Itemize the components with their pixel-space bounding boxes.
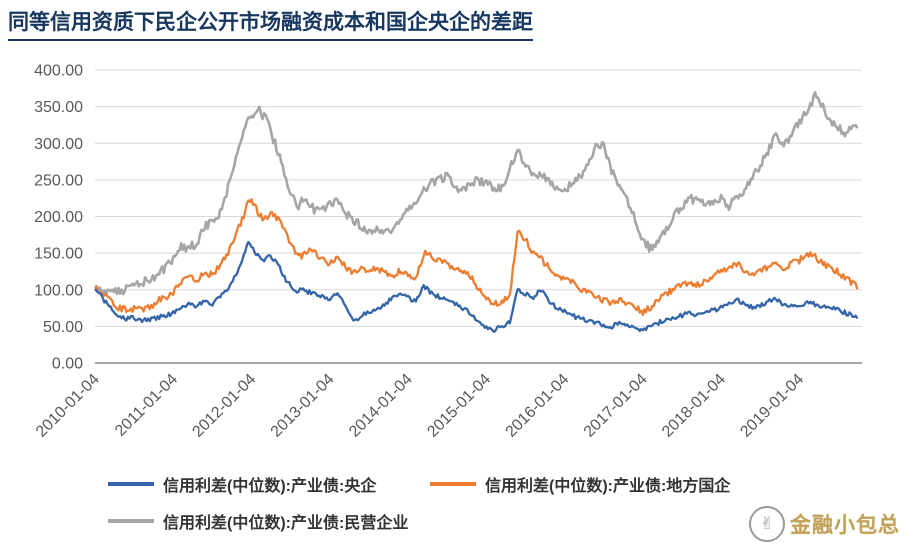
x-tick-label: 2012-01-04	[189, 371, 259, 441]
x-tick-label: 2018-01-04	[659, 371, 729, 441]
legend-item-local-soe: 信用利差(中位数):产业债:地方国企	[430, 472, 730, 496]
legend-label-central-soe: 信用利差(中位数):产业债:央企	[163, 478, 377, 495]
x-tick-label: 2016-01-04	[503, 371, 573, 441]
y-tick-label: 0.00	[52, 356, 83, 373]
hand-doodle-icon: ✌	[749, 506, 785, 542]
page-title: 同等信用资质下民企公开市场融资成本和国企央企的差距	[8, 6, 533, 41]
y-tick-label: 400.00	[34, 63, 83, 80]
series-line-2	[94, 91, 859, 297]
y-tick-label: 300.00	[34, 136, 83, 153]
legend-label-private-enterprise: 信用利差(中位数):产业债:民营企业	[163, 515, 409, 532]
watermark-text: 金融小包总	[790, 514, 900, 537]
y-tick-label: 200.00	[34, 209, 83, 226]
legend-swatch-central-soe	[108, 482, 154, 486]
x-tick-label: 2013-01-04	[268, 371, 338, 441]
chart-canvas: 0.00 50.00 100.00 150.00 200.00 250.00 300.00 3…	[33, 63, 862, 441]
x-tick-label: 2010-01-04	[33, 371, 103, 441]
x-tick-label: 2014-01-04	[346, 371, 416, 441]
x-tick-label: 2011-01-04	[112, 371, 181, 440]
x-tick-label: 2019-01-04	[737, 371, 807, 441]
series-line-0	[94, 240, 859, 334]
y-tick-label: 250.00	[34, 172, 83, 189]
legend-swatch-private-enterprise	[108, 519, 154, 523]
y-tick-label: 50.00	[43, 319, 83, 336]
legend-label-local-soe: 信用利差(中位数):产业债:地方国企	[485, 478, 731, 495]
legend-swatch-local-soe	[430, 482, 476, 486]
legend-item-private-enterprise: 信用利差(中位数):产业债:民营企业	[108, 509, 408, 533]
series-line-1	[94, 198, 859, 316]
legend-item-central-soe: 信用利差(中位数):产业债:央企	[108, 472, 376, 496]
x-tick-label: 2015-01-04	[424, 371, 494, 441]
watermark: ✌ 金融小包总	[749, 506, 900, 542]
y-tick-label: 100.00	[34, 282, 83, 299]
x-tick-label: 2017-01-04	[581, 371, 651, 441]
line-chart: 0.00 50.00 100.00 150.00 200.00 250.00 300.00 3…	[0, 45, 908, 465]
y-tick-label: 150.00	[34, 246, 83, 263]
y-tick-label: 350.00	[34, 99, 83, 116]
